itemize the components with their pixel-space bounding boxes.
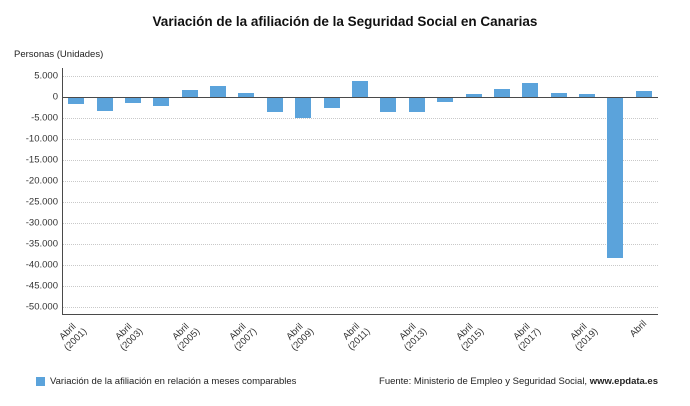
bar (323, 97, 340, 109)
y-tick-label: -25.000 (25, 196, 58, 208)
plot-area (62, 68, 658, 315)
y-tick-label: -5.000 (31, 112, 58, 124)
x-tick-label: Abril (2005) (170, 321, 203, 354)
bar (465, 94, 482, 98)
bar (181, 90, 198, 98)
legend-swatch-icon (36, 377, 45, 386)
legend-label: Variación de la afiliación en relación a… (50, 376, 297, 387)
bar (522, 83, 539, 98)
x-axis-line (62, 314, 658, 315)
bar (607, 97, 624, 258)
source-attribution: Fuente: Ministerio de Empleo y Seguridad… (379, 376, 658, 387)
bar (408, 97, 425, 112)
gridline (62, 201, 658, 203)
bar (266, 97, 283, 112)
y-tick-label: -20.000 (25, 175, 58, 187)
gridline (62, 222, 658, 224)
bar (352, 80, 368, 98)
x-tick-label: Abril (2017) (511, 321, 544, 354)
x-tick-label: Abril (2015) (454, 321, 487, 354)
x-tick-label: Abril (2007) (227, 321, 260, 354)
y-tick-label: -35.000 (25, 238, 58, 250)
y-tick-label: 5.000 (34, 70, 58, 82)
y-axis-title: Personas (Unidades) (14, 49, 104, 60)
chart-footer: Variación de la afiliación en relación a… (0, 374, 690, 394)
bar (550, 93, 567, 98)
chart-title: Variación de la afiliación de la Segurid… (152, 14, 538, 29)
gridline (62, 76, 658, 78)
legend: Variación de la afiliación en relación a… (36, 376, 296, 387)
bar (437, 97, 454, 103)
bar (153, 97, 170, 107)
bar (238, 93, 255, 98)
y-tick-label: -50.000 (25, 301, 58, 313)
x-tick-label: Abril (2009) (284, 321, 317, 354)
gridline (62, 243, 658, 245)
y-tick-label: -40.000 (25, 259, 58, 271)
x-tick-label: Abril (2013) (397, 321, 430, 354)
bar (493, 89, 510, 98)
bar (635, 91, 652, 98)
gridline (62, 160, 658, 162)
source-text: Fuente: Ministerio de Empleo y Seguridad… (379, 376, 590, 387)
bar (380, 97, 397, 112)
gridline (62, 181, 658, 183)
x-tick-label: Abril (2019) (567, 321, 600, 354)
y-tick-label: -15.000 (25, 154, 58, 166)
y-tick-label: 0 (52, 91, 58, 103)
gridline (62, 118, 658, 120)
gridline (62, 306, 658, 308)
y-tick-label: -30.000 (25, 217, 58, 229)
x-tick-label: Abril (2001) (57, 321, 89, 354)
x-tick-label: Abril (2003) (113, 321, 146, 354)
source-site: www.epdata.es (589, 376, 658, 387)
y-axis-line (62, 68, 63, 315)
bar (210, 86, 227, 98)
zero-baseline (62, 97, 658, 99)
y-tick-label: -45.000 (25, 280, 58, 292)
bar (68, 97, 85, 104)
x-tick-label: Abril (627, 318, 649, 340)
gridline (62, 139, 658, 141)
bar (96, 97, 113, 112)
gridline (62, 264, 658, 266)
gridline (62, 285, 658, 287)
bar (579, 93, 596, 98)
bar (295, 97, 312, 118)
x-tick-label: Abril (2011) (341, 321, 373, 353)
bar (124, 97, 141, 104)
y-tick-label: -10.000 (25, 133, 58, 145)
